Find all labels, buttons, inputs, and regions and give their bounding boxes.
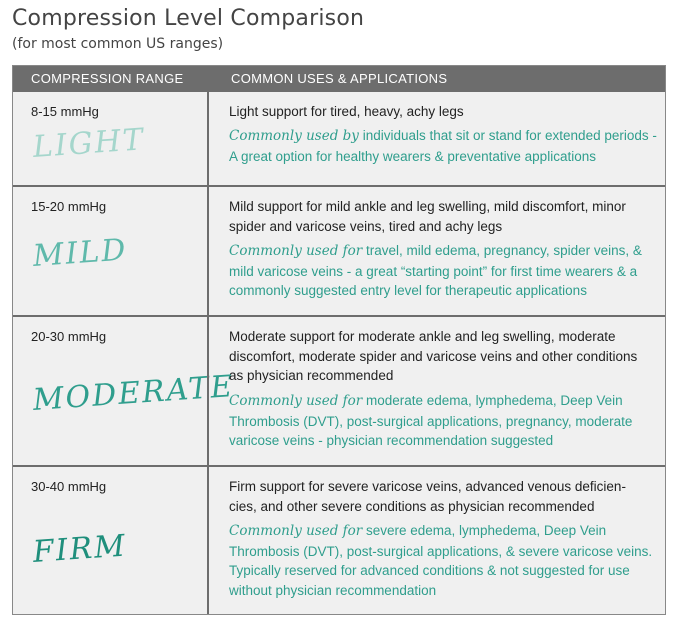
- uses-lead: Commonly used for: [229, 393, 363, 409]
- header-compression-range: COMPRESSION RANGE: [31, 71, 184, 86]
- page-title: Compression Level Comparison: [12, 6, 365, 31]
- table-row: 20-30 mmHg MODERATE Moderate support for…: [13, 315, 665, 465]
- row-description: Firm support for severe varicose veins, …: [229, 479, 626, 514]
- level-label: MODERATE: [31, 368, 236, 418]
- uses-text: moderate edema, lymphedema, Deep Vein Th…: [229, 393, 633, 448]
- row-uses: Commonly used by individuals that sit or…: [229, 126, 657, 166]
- table-row: 30-40 mmHg FIRM Firm support for severe …: [13, 465, 665, 614]
- uses-lead: Commonly used for: [229, 523, 363, 539]
- row-description: Moderate support for moderate ankle and …: [229, 329, 638, 383]
- column-divider: [207, 92, 209, 614]
- table-row: 8-15 mmHg LIGHT Light support for tired,…: [13, 92, 665, 185]
- level-label: FIRM: [31, 528, 128, 570]
- table-header: COMPRESSION RANGE COMMON USES & APPLICAT…: [13, 66, 665, 92]
- level-label: MILD: [31, 232, 129, 274]
- uses-text: individuals that sit or stand for extend…: [229, 128, 657, 164]
- range-value: 20-30 mmHg: [31, 329, 107, 344]
- row-uses: Commonly used for severe edema, lymphede…: [229, 521, 657, 600]
- level-label: LIGHT: [31, 122, 146, 165]
- row-description: Mild support for mild ankle and leg swel…: [229, 199, 626, 234]
- range-value: 8-15 mmHg: [31, 104, 99, 119]
- row-description: Light support for tired, heavy, achy leg…: [229, 104, 464, 119]
- row-uses: Commonly used for travel, mild edema, pr…: [229, 241, 657, 301]
- uses-lead: Commonly used by: [229, 128, 359, 144]
- page-subtitle: (for most common US ranges): [12, 36, 224, 52]
- comparison-table: COMPRESSION RANGE COMMON USES & APPLICAT…: [12, 65, 666, 615]
- uses-lead: Commonly used for: [229, 243, 363, 259]
- uses-text: travel, mild edema, pregnancy, spider ve…: [229, 243, 642, 298]
- row-uses: Commonly used for moderate edema, lymphe…: [229, 391, 657, 451]
- range-value: 15-20 mmHg: [31, 199, 107, 214]
- table-row: 15-20 mmHg MILD Mild support for mild an…: [13, 185, 665, 315]
- header-common-uses: COMMON USES & APPLICATIONS: [231, 71, 448, 86]
- uses-text: severe edema, lymphedema, Deep Vein Thro…: [229, 523, 653, 598]
- range-value: 30-40 mmHg: [31, 479, 107, 494]
